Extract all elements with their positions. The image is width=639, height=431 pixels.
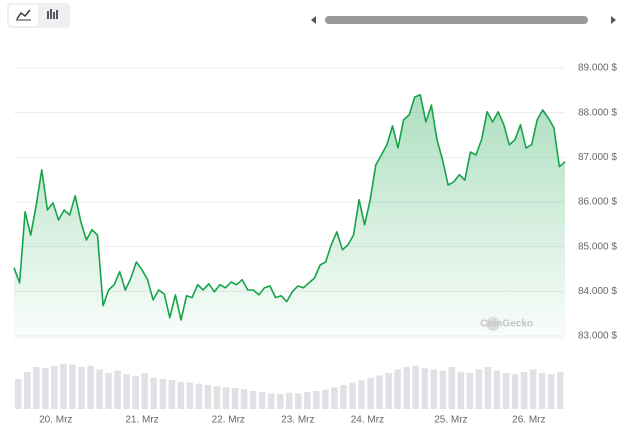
price-area bbox=[14, 94, 565, 341]
volume-bar bbox=[96, 369, 103, 409]
volume-bar bbox=[132, 376, 139, 409]
volume-bar bbox=[394, 369, 401, 409]
volume-bar bbox=[340, 385, 347, 409]
y-tick-label: 88.000 $ bbox=[578, 107, 617, 118]
volume-bar bbox=[322, 389, 329, 409]
volume-bar bbox=[267, 393, 275, 409]
volume-bar bbox=[51, 365, 58, 409]
volume-bar bbox=[502, 373, 510, 409]
volume-bar bbox=[42, 368, 49, 409]
scrollbar bbox=[311, 16, 616, 24]
volume-bar bbox=[258, 392, 266, 409]
y-tick-label: 85.000 $ bbox=[578, 241, 617, 252]
watermark: CoinGecko bbox=[480, 319, 533, 330]
volume-bar bbox=[168, 380, 176, 409]
volume-bar bbox=[466, 373, 474, 409]
scroll-thumb[interactable] bbox=[325, 16, 588, 24]
x-tick-label: 23. Mrz bbox=[281, 415, 314, 426]
x-tick-label: 24. Mrz bbox=[351, 415, 384, 426]
volume-bar bbox=[511, 374, 519, 409]
volume-bar bbox=[529, 369, 537, 409]
volume-bar bbox=[60, 364, 67, 409]
volume-bar bbox=[69, 364, 76, 409]
x-tick-label: 26. Mrz bbox=[512, 415, 545, 426]
volume-bar bbox=[421, 368, 429, 409]
price-line bbox=[13, 94, 566, 321]
volume-bar bbox=[285, 392, 293, 409]
volume-bar bbox=[222, 387, 230, 409]
volume-bar bbox=[159, 379, 167, 409]
volume-bar bbox=[475, 369, 483, 409]
volume-bar bbox=[349, 382, 356, 409]
volume-bar bbox=[385, 373, 392, 409]
volume-bar bbox=[240, 389, 248, 409]
line-icon bbox=[16, 9, 31, 20]
volume-bar bbox=[493, 370, 501, 409]
volume-bar bbox=[358, 380, 365, 409]
volume-bar bbox=[295, 393, 302, 409]
volume-bar bbox=[556, 371, 564, 409]
x-tick-label: 21. Mrz bbox=[125, 415, 158, 426]
volume-bar bbox=[150, 377, 158, 409]
volume-bar bbox=[367, 377, 374, 409]
volume-bar bbox=[141, 373, 148, 409]
watermark-logo bbox=[486, 317, 500, 331]
y-tick-label: 83.000 $ bbox=[578, 331, 617, 342]
candle-icon bbox=[47, 9, 58, 19]
volume-bar bbox=[195, 383, 203, 409]
x-tick-label: 22. Mrz bbox=[212, 415, 245, 426]
volume-bar bbox=[213, 386, 221, 409]
volume-bar bbox=[304, 392, 311, 409]
scroll-right[interactable] bbox=[611, 16, 616, 24]
volume-bar bbox=[376, 375, 383, 409]
volume-bar bbox=[331, 387, 338, 409]
x-tick-label: 25. Mrz bbox=[434, 415, 467, 426]
x-tick-label: 20. Mrz bbox=[39, 415, 72, 426]
volume-bar bbox=[448, 367, 456, 409]
y-tick-label: 84.000 $ bbox=[578, 286, 617, 297]
volume-bar bbox=[114, 370, 121, 409]
scroll-left[interactable] bbox=[311, 16, 316, 24]
volume-bar bbox=[538, 373, 546, 409]
volume-bar bbox=[186, 382, 194, 409]
chart-type-toggle bbox=[7, 3, 70, 28]
volume-bar bbox=[430, 369, 438, 409]
volume-bar bbox=[78, 367, 85, 409]
volume-bar bbox=[204, 385, 212, 409]
volume-bar bbox=[484, 367, 492, 409]
volume-bar bbox=[439, 370, 447, 409]
volume-bar bbox=[403, 367, 410, 409]
volume-bar bbox=[24, 371, 31, 409]
volume-bar bbox=[105, 373, 112, 409]
y-tick-label: 89.000 $ bbox=[578, 63, 617, 74]
y-tick-label: 87.000 $ bbox=[578, 152, 617, 163]
volume-bar bbox=[457, 371, 465, 409]
volume-bar bbox=[547, 374, 555, 409]
volume-bar bbox=[313, 391, 320, 409]
volume-bar bbox=[276, 394, 284, 409]
volume-bar bbox=[412, 365, 419, 409]
volume-bar bbox=[123, 374, 130, 409]
volume-bar bbox=[87, 365, 94, 409]
y-tick-label: 86.000 $ bbox=[578, 197, 617, 208]
volume-bar bbox=[520, 371, 528, 409]
volume-bar bbox=[15, 379, 22, 409]
volume-bar bbox=[231, 388, 239, 409]
volume-bar bbox=[177, 382, 185, 409]
volume-bar bbox=[249, 391, 257, 409]
volume-bar bbox=[33, 367, 40, 409]
